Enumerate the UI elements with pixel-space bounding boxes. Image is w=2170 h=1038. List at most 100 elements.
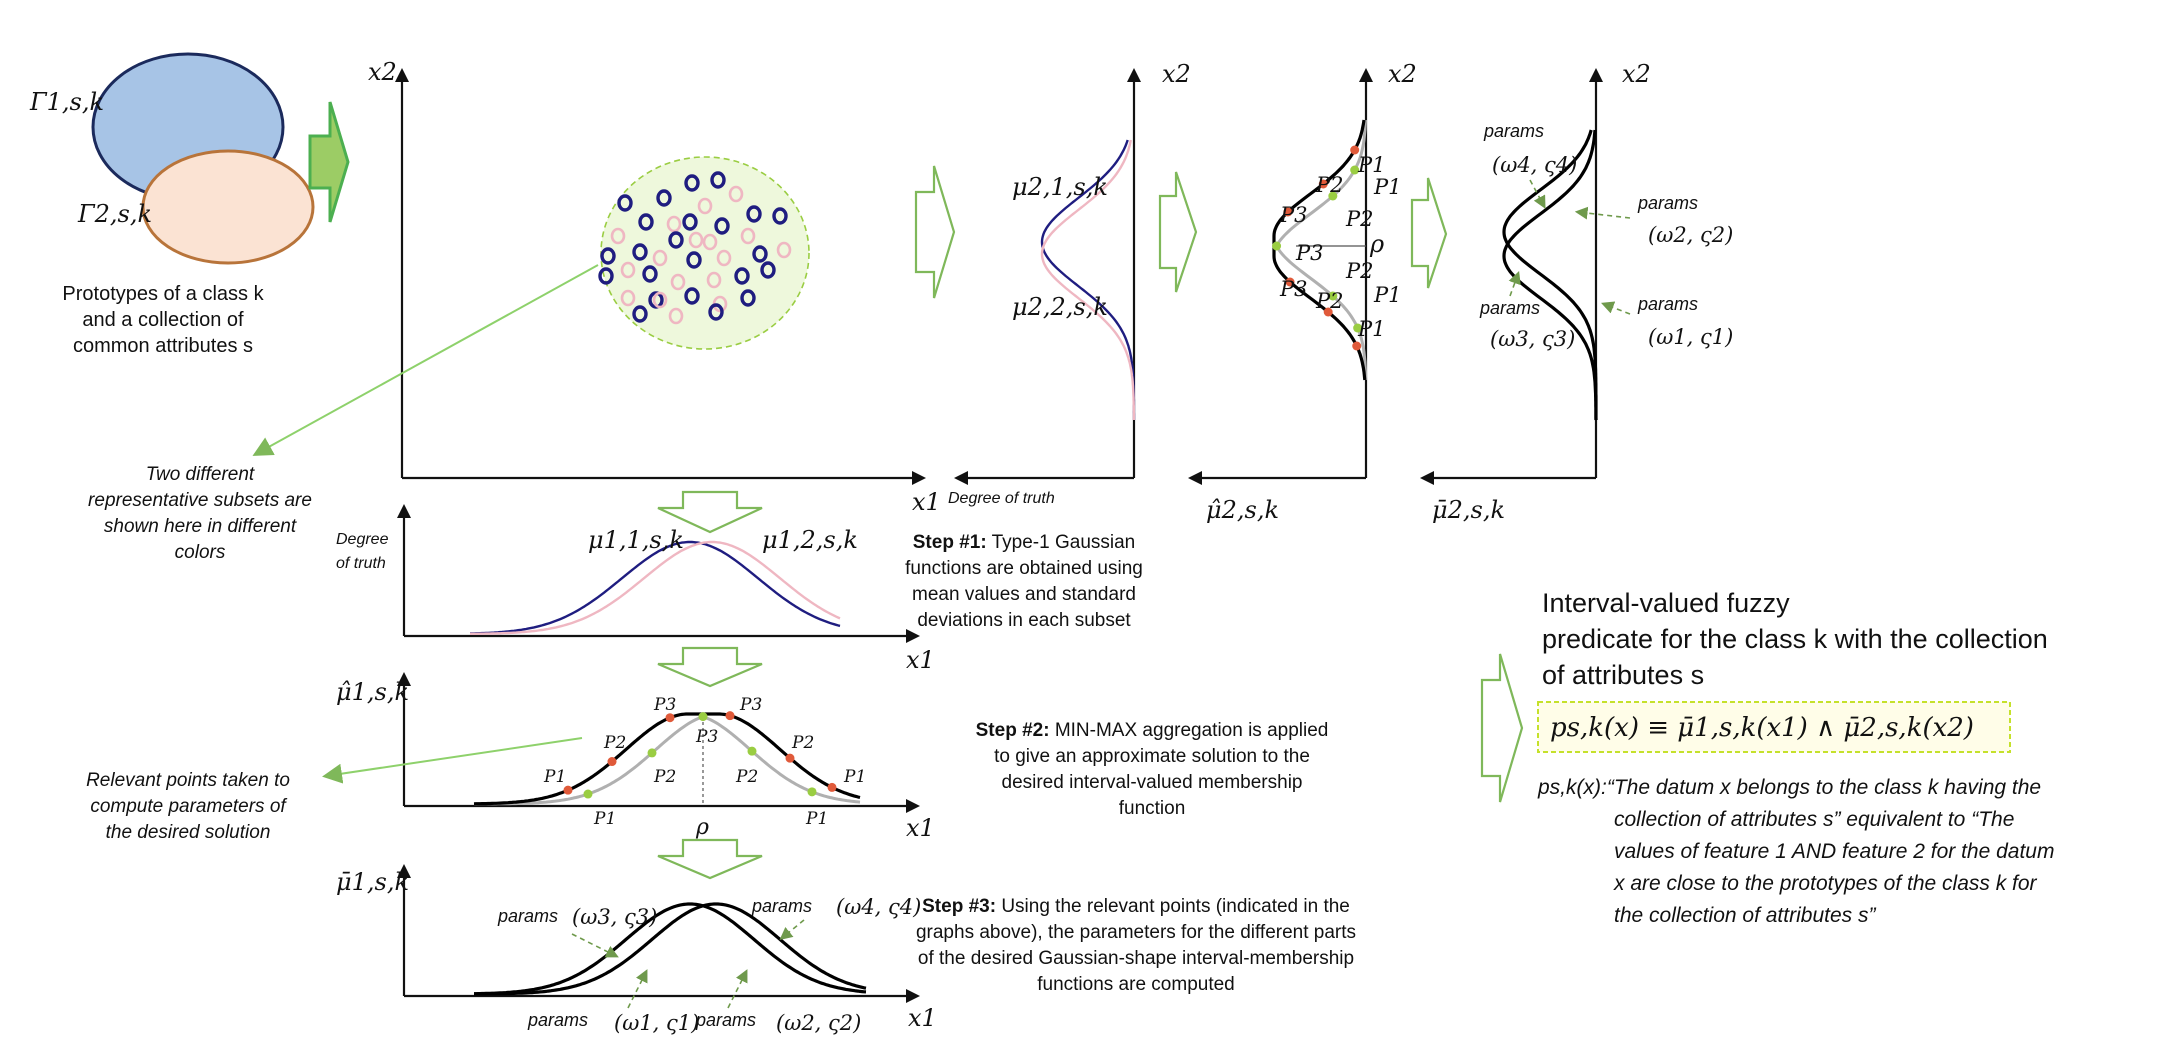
svg-text:mean values and standard: mean values and standard: [912, 584, 1136, 605]
svg-text:compute parameters of: compute parameters of: [90, 796, 287, 817]
predicate-desc-line5: the collection of attributes s”: [1614, 904, 1876, 927]
step1-text: Step #1: Type-1 Gaussian functions are o…: [905, 532, 1143, 631]
data-point: [702, 233, 718, 251]
svg-text:colors: colors: [175, 542, 226, 563]
gamma1-label: Γ1,s,k: [29, 88, 104, 116]
data-point: [617, 194, 633, 212]
point-label: P1: [843, 767, 866, 787]
relevant-point: [1283, 207, 1293, 217]
x2-interval-x-label: μ̄2,s,k: [1432, 496, 1505, 524]
svg-text:Step #1: Type-1 Gaussian: Step #1: Type-1 Gaussian: [913, 532, 1136, 553]
x1-type1-label-2: μ1,2,s,k: [762, 526, 858, 554]
data-point: [666, 215, 682, 233]
x2-type1-y-label: x2: [1162, 60, 1191, 88]
point-label: P3: [1279, 203, 1308, 227]
point-label: P1: [593, 809, 616, 829]
x1-type1-curve-2: [470, 540, 841, 635]
subsets-note: Two different representative subsets are…: [88, 464, 312, 563]
data-point: [684, 174, 700, 192]
svg-text:the desired solution: the desired solution: [106, 822, 271, 843]
arrow-right-3: [1410, 177, 1448, 289]
relevant-point: [725, 711, 735, 721]
x1-minmax-rho: ρ: [695, 815, 709, 840]
x1-param-1: (ω1, ς1): [614, 1011, 699, 1035]
x1-minmax-outer-curve: [473, 712, 861, 806]
point-label: P3: [1295, 241, 1324, 265]
data-point: [697, 197, 713, 215]
x1-params-word-3: params: [497, 906, 558, 926]
x2-type1-label-1: μ2,1,s,k: [1012, 173, 1108, 201]
data-points: [598, 171, 792, 325]
x1-type1-x-label: x1: [906, 646, 935, 674]
x1-type1-y-label-2: of truth: [336, 555, 386, 572]
point-label: P3: [739, 695, 762, 715]
x1-minmax-inner-curve: [474, 715, 861, 806]
x1-minmax-points: [563, 711, 837, 799]
scatter-x-label: x1: [912, 488, 941, 516]
svg-text:Step #2: MIN-MAX aggregation i: Step #2: MIN-MAX aggregation is applied: [976, 720, 1329, 741]
relevant-point: [647, 748, 657, 758]
arrow-down-2: [657, 646, 763, 688]
x2-type1-plot: x2 Degree of truth μ2,1,s,k μ2,2,s,k: [948, 60, 1191, 507]
x1-param-4: (ω4, ς4): [836, 895, 921, 919]
x1-type1-label-1: μ1,1,s,k: [588, 526, 684, 554]
data-point: [688, 231, 704, 249]
x1-interval-y-label: μ̄1,s,k: [336, 868, 409, 896]
data-point: [752, 245, 768, 263]
x1-param-2: (ω2, ς2): [776, 1011, 861, 1035]
x2-params-word-1: params: [1637, 294, 1698, 314]
predicate-desc-line1: ps,k(x):“The datum x belongs to the clas…: [1537, 776, 2041, 799]
predicate-desc-line2: collection of attributes s” equivalent t…: [1614, 808, 2014, 831]
x2-interval-y-label: x2: [1622, 60, 1651, 88]
relevant-point: [1328, 291, 1338, 301]
relevant-point: [1318, 179, 1328, 189]
svg-text:of the desired Gaussian-shape: of the desired Gaussian-shape interval-m…: [918, 948, 1354, 969]
data-point: [632, 305, 648, 323]
x2-type1-curve-1: [1040, 139, 1136, 420]
relevant-point: [807, 787, 817, 797]
x1-minmax-x-label: x1: [906, 814, 935, 842]
x1-param-3: (ω3, ς3): [572, 905, 657, 929]
x2-minmax-y-label: x2: [1388, 60, 1417, 88]
x1-interval-plot: μ̄1,s,k x1 params (ω3, ς3) params (ω4, ς…: [336, 864, 937, 1035]
data-point: [632, 243, 648, 261]
x1-params-word-1: params: [527, 1010, 588, 1030]
x2-param-4: (ω4, ς4): [1492, 153, 1577, 177]
scatter-plot: x2 x1: [368, 58, 941, 516]
arrow-right-4: [1480, 653, 1524, 803]
predicate-title-line2: predicate for the class k with the colle…: [1542, 624, 2048, 654]
relevant-point: [583, 789, 593, 799]
prototypes-caption-line2: and a collection of: [82, 309, 244, 331]
x2-interval-plot: x2 μ̄2,s,k params (ω4, ς4) params (ω2, ς…: [1420, 60, 1733, 524]
data-point: [600, 247, 616, 265]
x2-param-2: (ω2, ς2): [1648, 223, 1733, 247]
point-label: P3: [1279, 277, 1308, 301]
prototypes-caption-line1: Prototypes of a class k: [62, 283, 264, 305]
x1-minmax-plot: μ̂1,s,k x1 ρ P1 P1 P1 P1 P2 P2 P2 P2 P3 P3 P3: [336, 672, 935, 842]
relevant-point: [1350, 165, 1360, 175]
x1-type1-y-label-1: Degree: [336, 531, 389, 548]
point-label: P2: [1345, 207, 1374, 231]
x2-param-1: (ω1, ς1): [1648, 325, 1733, 349]
gamma2-set-shape: [141, 149, 315, 265]
data-point: [610, 227, 626, 245]
x2-minmax-rho: ρ: [1369, 230, 1384, 258]
svg-text:functions are computed: functions are computed: [1037, 974, 1235, 995]
data-point: [656, 189, 672, 207]
point-label: P1: [543, 767, 566, 787]
data-point: [772, 207, 788, 225]
data-point: [686, 251, 702, 269]
data-point: [620, 261, 636, 279]
data-point: [668, 231, 684, 249]
x2-minmax-outer-curve: [1272, 119, 1367, 381]
predicate-title-line1: Interval-valued fuzzy: [1542, 588, 1790, 618]
x2-type1-label-2: μ2,2,s,k: [1012, 293, 1108, 321]
data-point: [638, 213, 654, 231]
svg-text:Step #3: Using the relevant po: Step #3: Using the relevant points (indi…: [922, 896, 1350, 917]
data-point: [682, 213, 698, 231]
data-point: [668, 307, 684, 325]
data-point: [652, 291, 668, 309]
x1-interval-left-curve: [474, 902, 867, 996]
arrow-down-1: [657, 490, 763, 534]
data-point: [746, 205, 762, 223]
